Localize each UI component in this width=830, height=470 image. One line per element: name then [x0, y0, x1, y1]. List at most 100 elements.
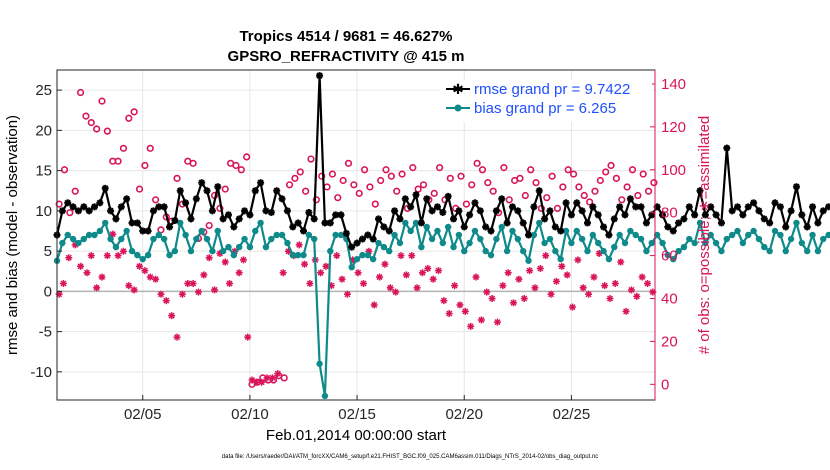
rmse-point — [707, 203, 715, 211]
obs-assimilated-point — [370, 301, 378, 309]
obs-assimilated-stroke — [120, 248, 127, 255]
obs-assimilated-stroke — [184, 280, 191, 287]
obs-assimilated-stroke — [77, 263, 84, 270]
rmse-point-stroke — [359, 235, 366, 243]
obs-possible-point — [393, 187, 401, 195]
bias-point — [321, 392, 329, 400]
obs-assimilated-point — [627, 286, 635, 294]
rmse-point-stroke — [139, 227, 146, 235]
bias-point — [450, 243, 457, 251]
rmse-point — [557, 227, 565, 235]
obs-assimilated-point — [360, 279, 368, 287]
rmse-point-stroke — [407, 203, 414, 211]
rmse-point-stroke — [466, 211, 473, 219]
rmse-point-stroke — [600, 223, 607, 231]
obs-possible-point — [548, 172, 556, 180]
obs-possible-point — [141, 161, 149, 170]
rmse-point — [133, 219, 141, 227]
bias-point — [723, 235, 731, 243]
bias-point — [728, 231, 736, 239]
bias-point — [471, 227, 479, 235]
obs-assimilated-point — [317, 269, 325, 277]
obs-assimilated-point — [306, 279, 314, 287]
obs-assimilated-point — [386, 284, 394, 292]
rmse-point — [782, 223, 790, 231]
obs-assimilated-point — [622, 307, 630, 315]
bias-point — [664, 251, 672, 259]
rmse-point — [701, 211, 709, 219]
obs-assimilated-stroke — [355, 269, 362, 276]
obs-possible-point — [602, 168, 610, 176]
rmse-point-stroke — [209, 207, 216, 215]
rmse-point — [230, 223, 238, 231]
obs-assimilated-point — [445, 310, 453, 318]
rmse-point-stroke — [632, 203, 639, 211]
rmse-point — [267, 208, 275, 216]
rmse-point — [149, 207, 157, 215]
rmse-point — [144, 227, 152, 235]
rmse-point-stroke — [637, 203, 645, 211]
y-axis-right: 0 20 40 60 80 100 120 140 — [650, 70, 686, 400]
obs-assimilated-point — [558, 262, 566, 270]
bias-point — [498, 223, 505, 231]
obs-assimilated-stroke — [136, 263, 143, 270]
bias-point — [820, 235, 827, 243]
x-axis-label: Feb.01,2014 00:00:00 start — [266, 427, 447, 444]
obs-assimilated-stroke — [430, 276, 437, 283]
obs-possible-point — [125, 114, 133, 122]
rmse-point — [734, 203, 742, 211]
bias-point — [418, 243, 425, 251]
obs-assimilated-stroke — [606, 295, 614, 302]
obs-assimilated-point — [295, 241, 303, 249]
bias-point — [150, 235, 157, 243]
rmse-point-stroke — [546, 207, 554, 215]
rmse-point — [160, 203, 168, 211]
obs-assimilated-point — [87, 252, 95, 260]
obs-assimilated-point — [499, 282, 507, 290]
rmse-point-stroke — [391, 207, 398, 215]
rmse-point-stroke — [182, 199, 189, 207]
obs-assimilated-point — [467, 322, 475, 330]
rmse-point — [444, 192, 452, 200]
obs-assimilated-point — [483, 288, 491, 296]
rmse-point — [728, 207, 736, 215]
rmse-point — [551, 223, 559, 231]
obs-possible-point — [382, 166, 390, 174]
obs-possible-point — [302, 187, 310, 195]
obs-assimilated-stroke — [88, 252, 95, 259]
bias-point — [595, 239, 602, 247]
bias-point — [171, 247, 179, 255]
y-left-tick-label: 15 — [35, 163, 52, 180]
obs-possible-point — [559, 183, 567, 191]
rmse-point — [755, 207, 763, 215]
obs-possible-point — [82, 112, 90, 120]
obs-assimilated-stroke — [222, 259, 229, 266]
obs-assimilated-stroke — [392, 289, 399, 296]
obs-assimilated-point — [322, 262, 330, 270]
obs-assimilated-stroke — [115, 252, 122, 259]
obs-assimilated-point — [606, 295, 614, 303]
rmse-point-stroke — [487, 227, 495, 235]
obs-possible-point — [446, 174, 454, 182]
rmse-point-stroke — [241, 207, 248, 215]
rmse-point-stroke — [289, 223, 296, 231]
bias-point — [241, 235, 248, 243]
obs-assimilated-point — [611, 279, 619, 287]
bias-point — [691, 239, 698, 247]
rmse-point — [283, 207, 291, 215]
rmse-point-stroke — [380, 223, 388, 231]
obs-assimilated-point — [279, 269, 287, 277]
bias-point — [139, 255, 146, 263]
rmse-point-stroke — [712, 211, 720, 219]
obs-assimilated-stroke — [274, 370, 281, 377]
bias-point — [85, 231, 93, 239]
rmse-point-stroke — [450, 215, 457, 223]
rmse-point — [771, 199, 779, 207]
rmse-point-stroke — [745, 203, 752, 211]
y-right-tick-label: 140 — [661, 76, 686, 93]
obs-assimilated-stroke — [157, 291, 164, 298]
rmse-point — [224, 211, 232, 219]
rmse-point — [235, 215, 243, 223]
obs-assimilated-point — [274, 370, 282, 378]
rmse-point-stroke — [686, 203, 693, 211]
